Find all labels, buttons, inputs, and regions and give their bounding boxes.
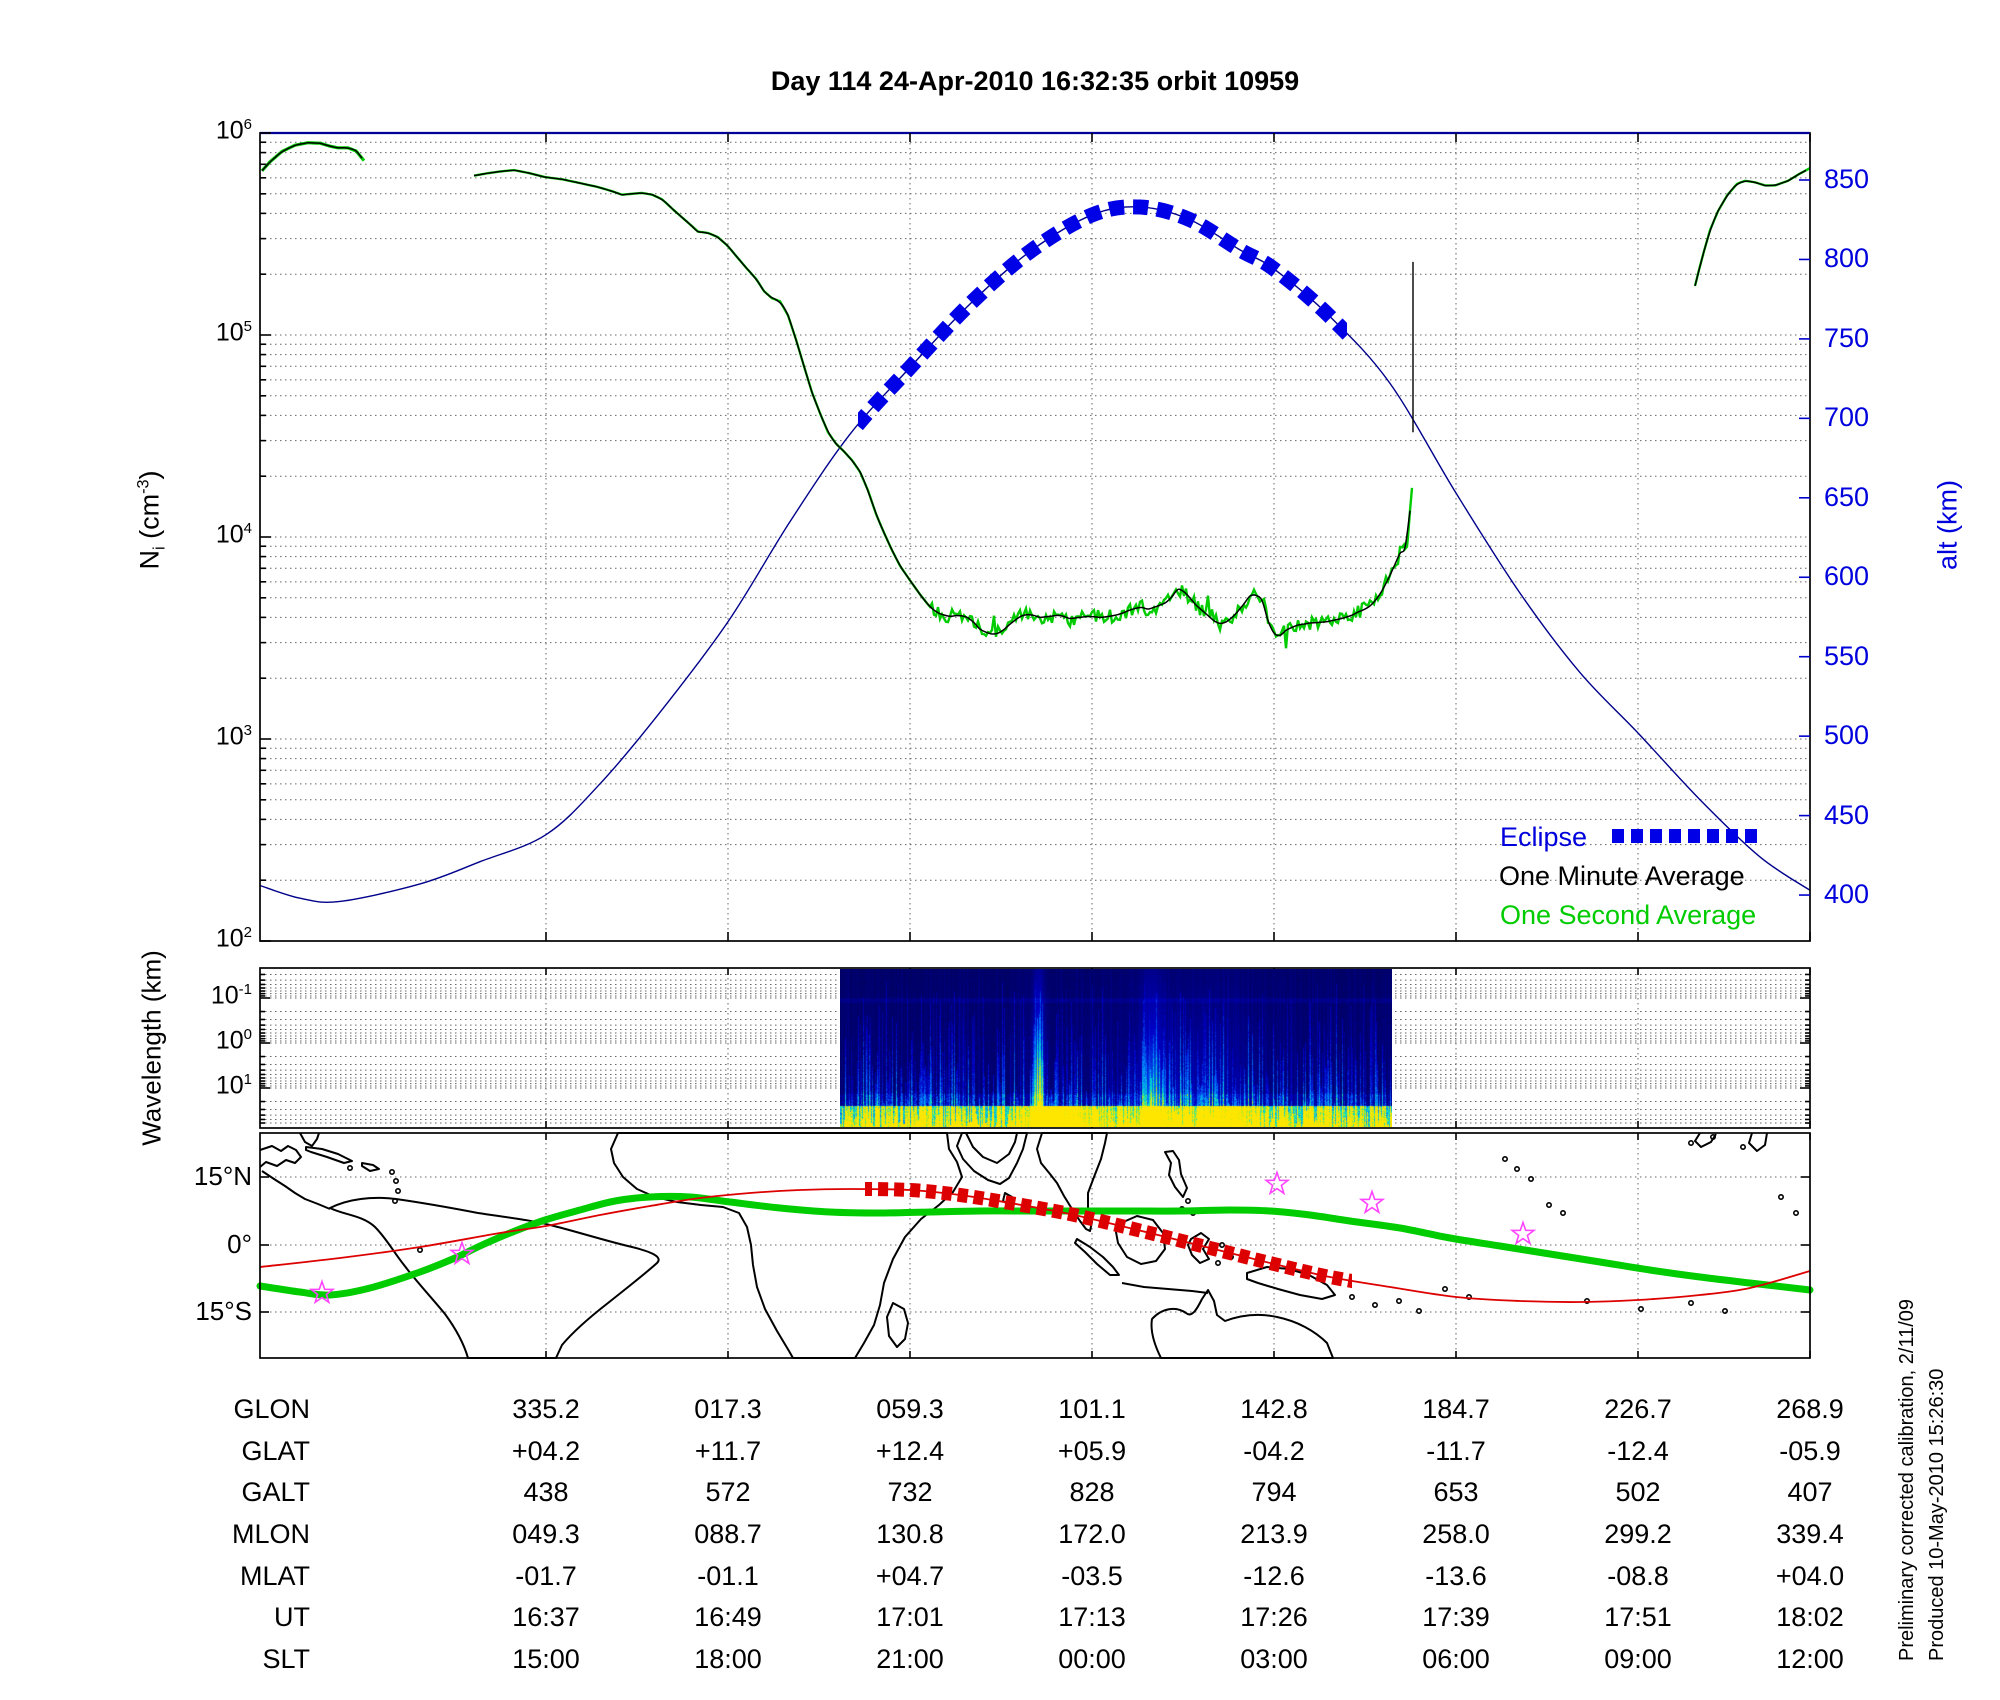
table-cell: 00:00 [1058,1644,1126,1674]
alt-tick-label: 750 [1824,322,1870,353]
table-cell: 794 [1251,1477,1297,1507]
table-cell: 184.7 [1422,1394,1490,1424]
table-cell: 732 [887,1477,933,1507]
table-cell: -01.7 [515,1561,577,1591]
table-cell: -04.2 [1243,1436,1305,1466]
table-cell: 16:37 [512,1602,580,1632]
table-cell: 088.7 [694,1519,762,1549]
table-cell: 407 [1787,1477,1833,1507]
map-lat-label: 15°S [195,1296,252,1326]
map-lat-label: 0° [227,1229,252,1259]
ni-tick-label: 103 [215,722,252,751]
legend-one-minute-label: One Minute Average [1499,861,1745,891]
table-cell: 828 [1069,1477,1115,1507]
legend-eclipse-label: Eclipse [1500,822,1588,852]
table-cell: 17:51 [1604,1602,1672,1632]
page-title: Day 114 24-Apr-2010 16:32:35 orbit 10959 [770,66,1300,96]
table-cell: -05.9 [1779,1436,1841,1466]
alt-tick-label: 450 [1824,799,1870,830]
alt-tick-label: 400 [1824,879,1870,910]
alt-tick-label: 800 [1824,243,1870,274]
table-cell: +04.2 [511,1436,581,1466]
wavelength-tick-label: 101 [215,1071,252,1100]
alt-tick-label: 650 [1824,481,1870,512]
table-cell: 572 [705,1477,751,1507]
table-cell: 172.0 [1058,1519,1126,1549]
side-notes: Preliminary corrected calibration, 2/11/… [1892,1299,1952,1661]
table-row-label: MLAT [239,1561,310,1591]
table-cell: 101.1 [1058,1394,1126,1424]
table-row-label: SLT [262,1644,310,1674]
alt-tick-label: 550 [1824,640,1870,671]
side-note-line1: Preliminary corrected calibration, 2/11/… [1896,1298,1918,1662]
table-cell: +11.7 [694,1436,762,1466]
table-row-label: GALT [241,1477,310,1507]
alt-axis-label: alt (km) [1932,480,1963,570]
ni-tick-label: 102 [215,924,252,953]
table-cell: 130.8 [876,1519,944,1549]
table-cell: 268.9 [1776,1394,1844,1424]
table-row-label: MLON [231,1519,310,1549]
ni-tick-label: 104 [215,520,252,549]
table-row-label: UT [274,1602,310,1632]
table-cell: +05.9 [1057,1436,1127,1466]
table-cell: 18:00 [694,1644,762,1674]
alt-tick-label: 700 [1824,402,1870,433]
table-cell: 299.2 [1604,1519,1672,1549]
table-cell: 502 [1615,1477,1661,1507]
table-cell: -12.4 [1607,1436,1669,1466]
table-cell: 049.3 [512,1519,580,1549]
table-cell: 653 [1433,1477,1479,1507]
table-cell: 17:26 [1240,1602,1308,1632]
table-cell: -11.7 [1426,1436,1486,1466]
table-cell: 17:39 [1422,1602,1490,1632]
table-cell: 17:01 [876,1602,944,1632]
table-cell: 12:00 [1776,1644,1844,1674]
table-cell: 21:00 [876,1644,944,1674]
table-cell: 09:00 [1604,1644,1672,1674]
table-cell: 18:02 [1776,1602,1844,1632]
table-cell: 059.3 [876,1394,944,1424]
alt-tick-label: 600 [1824,561,1870,592]
legend-one-second-label: One Second Average [1500,900,1757,930]
table-cell: 03:00 [1240,1644,1308,1674]
table-cell: -08.8 [1607,1561,1669,1591]
ni-tick-label: 106 [215,116,252,145]
table-cell: -03.5 [1061,1561,1123,1591]
table-cell: 226.7 [1604,1394,1672,1424]
table-cell: -12.6 [1243,1561,1305,1591]
table-cell: -13.6 [1425,1561,1487,1591]
table-cell: +12.4 [875,1436,945,1466]
alt-tick-label: 500 [1824,720,1870,751]
table-row-label: GLAT [241,1436,310,1466]
table-cell: 16:49 [694,1602,762,1632]
wavelength-tick-label: 100 [215,1026,252,1055]
wavelength-tick-label: 10-1 [210,981,252,1010]
table-cell: 258.0 [1422,1519,1490,1549]
table-cell: 15:00 [512,1644,580,1674]
table-cell: 438 [523,1477,569,1507]
map-lat-label: 15°N [193,1161,252,1191]
table-cell: 06:00 [1422,1644,1490,1674]
side-note-line2: Produced 10-May-2010 15:26:30 [1926,1368,1948,1662]
table-cell: 339.4 [1776,1519,1844,1549]
alt-tick-label: 850 [1824,164,1870,194]
table-cell: +04.7 [875,1561,945,1591]
table-row-label: GLON [233,1394,310,1424]
ni-tick-label: 105 [215,318,252,347]
table-cell: 142.8 [1240,1394,1308,1424]
wavelet-spectrogram [840,969,1392,1127]
table-cell: 213.9 [1240,1519,1308,1549]
table-cell: 335.2 [512,1394,580,1424]
table-cell: 017.3 [694,1394,762,1424]
table-cell: 17:13 [1058,1602,1126,1632]
table-cell: -01.1 [697,1561,759,1591]
table-cell: +04.0 [1775,1561,1845,1591]
